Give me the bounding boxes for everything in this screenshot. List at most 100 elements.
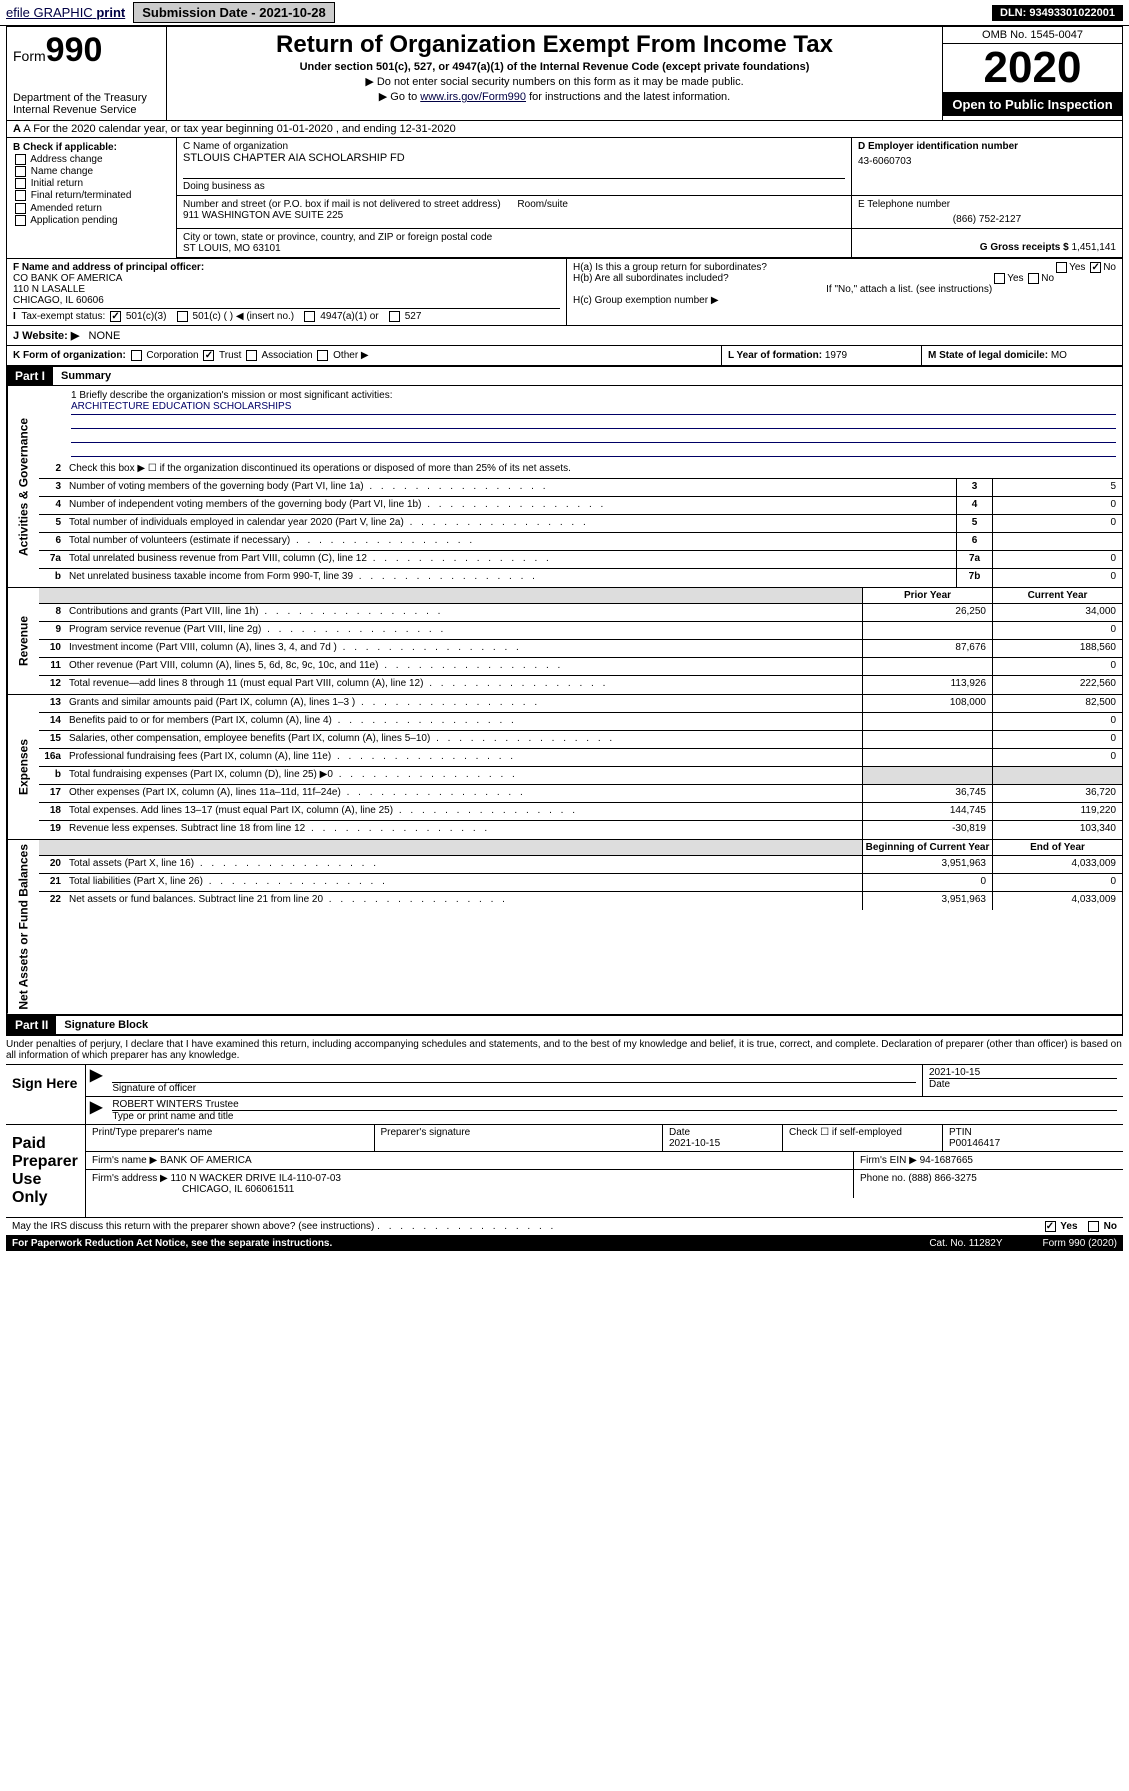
cb-trust[interactable] bbox=[203, 350, 214, 361]
table-row: 21Total liabilities (Part X, line 26)00 bbox=[39, 874, 1122, 892]
firm-address: Firm's address ▶ 110 N WACKER DRIVE IL4-… bbox=[86, 1170, 853, 1198]
section-c: C Name of organization STLOUIS CHAPTER A… bbox=[177, 138, 852, 195]
firm-ein: Firm's EIN ▶ 94-1687665 bbox=[853, 1152, 1123, 1169]
cb-other[interactable] bbox=[317, 350, 328, 361]
rev-col-headers: Prior Year Current Year bbox=[39, 588, 1122, 604]
website: NONE bbox=[89, 330, 121, 342]
paid-preparer: Paid Preparer Use Only Print/Type prepar… bbox=[6, 1125, 1123, 1218]
section-f: F Name and address of principal officer:… bbox=[7, 259, 567, 325]
firm-name: Firm's name ▶ BANK OF AMERICA bbox=[86, 1152, 853, 1169]
officer-name: ROBERT WINTERS Trustee bbox=[112, 1099, 1117, 1111]
table-row: 12Total revenue—add lines 8 through 11 (… bbox=[39, 676, 1122, 694]
side-expenses: Expenses bbox=[7, 695, 39, 839]
part1-badge: Part I bbox=[7, 367, 53, 385]
penalties-text: Under penalties of perjury, I declare th… bbox=[6, 1036, 1123, 1065]
bottom-bar: For Paperwork Reduction Act Notice, see … bbox=[6, 1236, 1123, 1251]
omb-number: OMB No. 1545-0047 bbox=[943, 27, 1122, 44]
sign-here: Sign Here ▶ Signature of officer 2021-10… bbox=[6, 1065, 1123, 1125]
sign-date: 2021-10-15 bbox=[929, 1067, 1117, 1079]
org-name: STLOUIS CHAPTER AIA SCHOLARSHIP FD bbox=[183, 152, 845, 164]
arrow-icon: ▶ bbox=[86, 1065, 106, 1096]
street-address: 911 WASHINGTON AVE SUITE 225 bbox=[183, 210, 845, 221]
side-governance: Activities & Governance bbox=[7, 386, 39, 587]
table-row: 3Number of voting members of the governi… bbox=[39, 479, 1122, 497]
row-m: M State of legal domicile: MO bbox=[922, 346, 1122, 365]
discuss-preparer: May the IRS discuss this return with the… bbox=[12, 1221, 1043, 1232]
city-state-zip: ST LOUIS, MO 63101 bbox=[183, 243, 845, 254]
ptin: PTINP00146417 bbox=[943, 1125, 1123, 1152]
form-subtitle: Under section 501(c), 527, or 4947(a)(1)… bbox=[175, 61, 934, 73]
cb-hb-no[interactable] bbox=[1028, 273, 1039, 284]
section-d: D Employer identification number 43-6060… bbox=[852, 138, 1122, 195]
form-number: 990 bbox=[46, 31, 103, 69]
mission-text: ARCHITECTURE EDUCATION SCHOLARSHIPS bbox=[71, 401, 1116, 415]
submission-date-button[interactable]: Submission Date - 2021-10-28 bbox=[133, 2, 335, 23]
table-row: 19Revenue less expenses. Subtract line 1… bbox=[39, 821, 1122, 839]
table-row: 10Investment income (Part VIII, column (… bbox=[39, 640, 1122, 658]
table-row: 6Total number of volunteers (estimate if… bbox=[39, 533, 1122, 551]
row-a: A A For the 2020 calendar year, or tax y… bbox=[7, 121, 1122, 138]
arrow-icon: ▶ bbox=[86, 1097, 106, 1124]
city-block: City or town, state or province, country… bbox=[177, 229, 852, 257]
note-ssn: ▶ Do not enter social security numbers o… bbox=[175, 75, 934, 88]
table-row: 7aTotal unrelated business revenue from … bbox=[39, 551, 1122, 569]
gross-receipts: 1,451,141 bbox=[1072, 242, 1117, 253]
table-row: 13Grants and similar amounts paid (Part … bbox=[39, 695, 1122, 713]
cb-4947[interactable] bbox=[304, 311, 315, 322]
note-goto: ▶ Go to www.irs.gov/Form990 for instruct… bbox=[175, 90, 934, 103]
table-row: 20Total assets (Part X, line 16)3,951,96… bbox=[39, 856, 1122, 874]
part2-title: Signature Block bbox=[56, 1019, 148, 1031]
form-title: Return of Organization Exempt From Incom… bbox=[175, 31, 934, 59]
cb-527[interactable] bbox=[389, 311, 400, 322]
address-block: Number and street (or P.O. box if mail i… bbox=[177, 196, 852, 228]
dept-treasury: Department of the Treasury bbox=[13, 92, 160, 104]
mission-block: 1 Briefly describe the organization's mi… bbox=[39, 386, 1122, 461]
section-g: G Gross receipts $ 1,451,141 bbox=[852, 229, 1122, 257]
open-to-public: Open to Public Inspection bbox=[943, 93, 1122, 116]
telephone: (866) 752-2127 bbox=[858, 214, 1116, 225]
cb-name-change[interactable]: Name change bbox=[31, 166, 93, 177]
cb-501c[interactable] bbox=[177, 311, 188, 322]
side-revenue: Revenue bbox=[7, 588, 39, 694]
section-b: B Check if applicable: Address change Na… bbox=[7, 138, 177, 258]
table-row: 22Net assets or fund balances. Subtract … bbox=[39, 892, 1122, 910]
cb-application-pending[interactable]: Application pending bbox=[30, 215, 117, 226]
cb-corp[interactable] bbox=[131, 350, 142, 361]
table-row: 8Contributions and grants (Part VIII, li… bbox=[39, 604, 1122, 622]
section-h: H(a) Is this a group return for subordin… bbox=[567, 259, 1122, 325]
efile-print[interactable]: efile GRAPHIC print bbox=[6, 5, 125, 20]
preparer-name-label: Print/Type preparer's name bbox=[86, 1125, 375, 1152]
table-row: 16aProfessional fundraising fees (Part I… bbox=[39, 749, 1122, 767]
self-employed-check[interactable]: Check ☐ if self-employed bbox=[783, 1125, 943, 1152]
top-bar: efile GRAPHIC print Submission Date - 20… bbox=[0, 0, 1129, 26]
form-word: Form bbox=[13, 48, 46, 64]
table-row: 5Total number of individuals employed in… bbox=[39, 515, 1122, 533]
section-e: E Telephone number (866) 752-2127 bbox=[852, 196, 1122, 228]
form990-link[interactable]: www.irs.gov/Form990 bbox=[420, 91, 526, 103]
cb-hb-yes[interactable] bbox=[994, 273, 1005, 284]
table-row: 4Number of independent voting members of… bbox=[39, 497, 1122, 515]
cb-initial-return[interactable]: Initial return bbox=[31, 178, 83, 189]
part2-header-row: Part II Signature Block bbox=[7, 1016, 1122, 1035]
cb-ha-no[interactable] bbox=[1090, 262, 1101, 273]
cb-assoc[interactable] bbox=[246, 350, 257, 361]
cb-final-return[interactable]: Final return/terminated bbox=[31, 191, 132, 202]
net-col-headers: Beginning of Current Year End of Year bbox=[39, 840, 1122, 856]
table-row: 11Other revenue (Part VIII, column (A), … bbox=[39, 658, 1122, 676]
table-row: 18Total expenses. Add lines 13–17 (must … bbox=[39, 803, 1122, 821]
irs-label: Internal Revenue Service bbox=[13, 104, 160, 116]
cb-501c3[interactable] bbox=[110, 311, 121, 322]
cb-discuss-no[interactable] bbox=[1088, 1221, 1099, 1232]
cb-ha-yes[interactable] bbox=[1056, 262, 1067, 273]
preparer-sig-label: Preparer's signature bbox=[375, 1125, 664, 1152]
ein: 43-6060703 bbox=[858, 156, 1116, 167]
part2-badge: Part II bbox=[7, 1016, 56, 1034]
side-net-assets: Net Assets or Fund Balances bbox=[7, 840, 39, 1014]
tax-year: 2020 bbox=[943, 44, 1122, 93]
table-row: 9Program service revenue (Part VIII, lin… bbox=[39, 622, 1122, 640]
row-l: L Year of formation: 1979 bbox=[722, 346, 922, 365]
cb-discuss-yes[interactable] bbox=[1045, 1221, 1056, 1232]
cb-address-change[interactable]: Address change bbox=[30, 154, 102, 165]
firm-phone: Phone no. (888) 866-3275 bbox=[853, 1170, 1123, 1198]
cb-amended[interactable]: Amended return bbox=[30, 203, 102, 214]
